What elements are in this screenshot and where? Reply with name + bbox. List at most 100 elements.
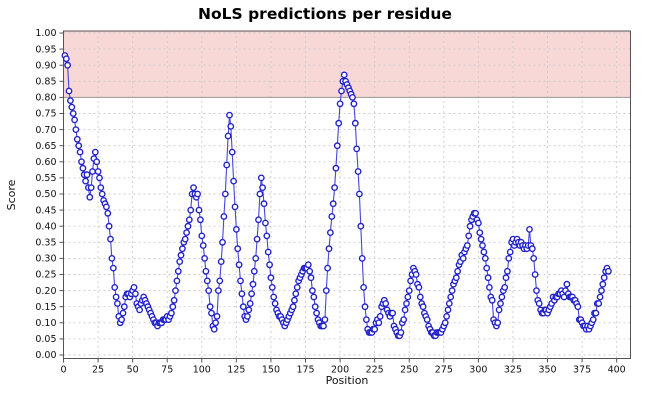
tick-layer: 0.00 0.05 0.10 0.15 0.20 0.25 0.30 0.35 0.40 0.45…: [35, 28, 625, 375]
data-point-marker: [535, 300, 543, 307]
data-point-marker: [62, 55, 70, 63]
data-point-marker: [362, 316, 370, 323]
data-point-marker: [131, 290, 139, 298]
data-point-marker: [338, 87, 345, 95]
data-point-marker: [354, 168, 362, 175]
data-point-marker: [223, 161, 231, 169]
data-point-marker: [324, 264, 331, 272]
data-point-marker: [605, 267, 612, 275]
data-point-marker: [497, 300, 504, 307]
data-point-marker: [264, 248, 272, 256]
data-point-marker: [194, 190, 202, 198]
data-point-marker: [498, 293, 506, 301]
x-tick-label: 300: [469, 365, 487, 376]
data-point-marker: [415, 283, 423, 291]
data-point-marker: [94, 168, 102, 175]
data-point-marker: [105, 222, 113, 230]
data-point-marker: [256, 190, 264, 198]
data-point-marker: [228, 148, 236, 156]
data-point-marker: [308, 287, 316, 294]
data-point-marker: [221, 190, 229, 198]
data-point-marker: [91, 148, 99, 156]
x-tick-label: 325: [504, 365, 522, 376]
data-point-marker: [83, 171, 91, 179]
data-point-marker: [472, 209, 479, 217]
data-point-marker: [313, 309, 320, 317]
data-point-marker: [97, 184, 105, 192]
data-point-marker: [307, 274, 315, 282]
x-tick-label: 25: [92, 365, 104, 376]
gridline-layer: [63, 31, 631, 359]
data-point-marker: [205, 287, 213, 294]
data-point-marker: [216, 277, 224, 285]
data-point-marker: [271, 300, 279, 307]
data-point-marker: [480, 248, 488, 256]
data-point-marker: [177, 251, 185, 259]
data-point-marker: [441, 319, 449, 327]
data-point-marker: [355, 190, 363, 198]
data-point-marker: [358, 254, 366, 262]
data-point-marker: [266, 261, 273, 269]
data-point-marker: [495, 306, 503, 314]
data-point-marker: [599, 280, 607, 288]
data-point-marker: [107, 235, 114, 243]
data-point-marker: [238, 290, 246, 298]
data-point-marker: [86, 193, 94, 201]
x-tick-label: 400: [608, 365, 626, 376]
data-point-marker: [263, 232, 271, 240]
data-point-marker: [311, 303, 319, 311]
data-point-marker: [93, 158, 101, 166]
y-tick-label: 0.55: [35, 173, 56, 184]
y-tick-label: 0.90: [35, 60, 56, 71]
data-point-marker: [73, 135, 81, 143]
data-point-marker: [595, 300, 603, 307]
y-tick-label: 0.20: [35, 286, 56, 297]
data-point-marker: [243, 312, 251, 320]
data-point-marker: [528, 245, 536, 253]
data-point-marker: [170, 296, 178, 304]
data-point-marker: [530, 254, 538, 262]
data-point-marker: [350, 100, 358, 108]
data-point-marker: [465, 232, 473, 240]
data-point-marker: [196, 216, 204, 224]
data-point-marker: [104, 209, 112, 217]
x-tick-label: 100: [193, 365, 211, 376]
y-tick-label: 0.95: [35, 44, 56, 55]
x-tick-label: 225: [366, 365, 384, 376]
data-point-marker: [245, 306, 253, 314]
y-tick-label: 0.60: [35, 157, 56, 168]
y-axis-label: Score: [5, 179, 18, 210]
data-point-marker: [419, 303, 427, 311]
data-point-marker: [484, 274, 492, 282]
data-point-marker: [185, 216, 193, 224]
data-point-marker: [227, 123, 235, 130]
data-point-marker: [72, 126, 80, 134]
data-point-marker: [64, 61, 72, 69]
y-tick-label: 0.70: [35, 125, 56, 136]
y-tick-label: 0.35: [35, 238, 56, 249]
data-point-marker: [112, 293, 120, 301]
data-point-marker: [502, 274, 510, 282]
data-point-marker: [477, 235, 485, 243]
data-point-marker: [397, 329, 405, 336]
data-point-marker: [71, 116, 79, 124]
data-point-marker: [336, 100, 344, 108]
data-point-marker: [255, 216, 262, 224]
data-point-marker: [69, 110, 77, 117]
x-tick-label: 275: [435, 365, 453, 376]
data-point-marker: [208, 309, 215, 317]
data-point-marker: [463, 242, 471, 249]
data-point-marker: [169, 303, 177, 311]
data-point-marker: [322, 287, 330, 294]
data-series-layer: [61, 52, 612, 340]
data-point-marker: [217, 258, 225, 265]
data-point-marker: [326, 229, 334, 237]
data-point-marker: [506, 248, 514, 256]
x-tick-label: 75: [161, 365, 173, 376]
data-point-marker: [454, 267, 461, 275]
data-point-marker: [114, 300, 121, 307]
data-point-marker: [401, 306, 409, 314]
data-point-marker: [75, 142, 83, 150]
data-point-marker: [270, 293, 278, 301]
y-tick-label: 0.65: [35, 141, 56, 152]
